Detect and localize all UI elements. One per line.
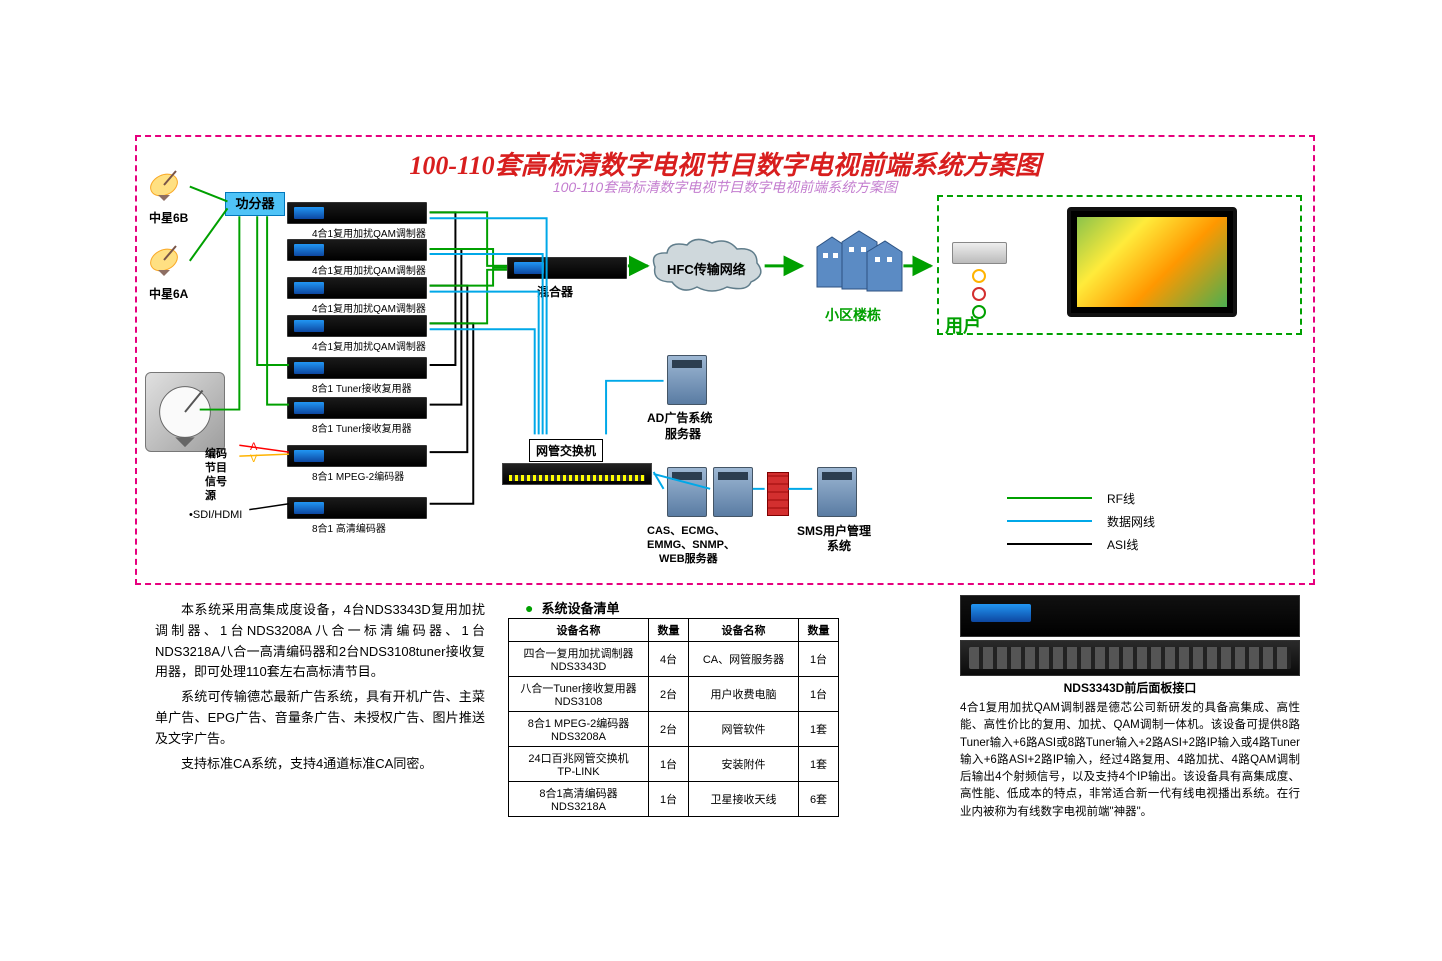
table-cell: 网管软件 bbox=[689, 712, 799, 747]
rack-qam2-label: 4合1复用加扰QAM调制器 bbox=[312, 262, 426, 277]
rack-mpeg2-label: 8合1 MPEG-2编码器 bbox=[312, 468, 404, 483]
legend-rf-line bbox=[1007, 497, 1092, 499]
legend-data-line bbox=[1007, 520, 1092, 522]
large-dish-icon bbox=[145, 372, 225, 452]
switch-icon bbox=[502, 463, 652, 485]
table-cell: 安装附件 bbox=[689, 747, 799, 782]
legend-data: 数据网线 bbox=[1107, 513, 1155, 530]
table-row: 八合一Tuner接收复用器 NDS31082台用户收费电脑1台 bbox=[509, 677, 839, 712]
table-row: 8合1高清编码器 NDS3218A1台卫星接收天线6套 bbox=[509, 782, 839, 817]
combiner-label: 混合器 bbox=[537, 283, 573, 300]
legend-asi: ASI线 bbox=[1107, 536, 1138, 553]
desc-p1: 本系统采用高集成度设备，4台NDS3343D复用加扰调制器、1台NDS3208A… bbox=[155, 600, 485, 683]
sub-title: 100-110套高标清数字电视节目数字电视前端系统方案图 bbox=[553, 177, 897, 197]
product-panel: NDS3343D前后面板接口 4合1复用加扰QAM调制器是德芯公司新研发的具备高… bbox=[960, 595, 1300, 821]
sms-l2: 系统 bbox=[827, 537, 851, 554]
table-cell: 1台 bbox=[799, 677, 839, 712]
table-cell: 八合一Tuner接收复用器 NDS3108 bbox=[509, 677, 649, 712]
rack-hd-label: 8合1 高清编码器 bbox=[312, 520, 386, 535]
rack-mpeg2 bbox=[287, 445, 427, 467]
cas-l3: WEB服务器 bbox=[659, 550, 718, 566]
table-cell: 1台 bbox=[649, 782, 689, 817]
firewall-icon bbox=[767, 472, 789, 516]
table-cell: 6套 bbox=[799, 782, 839, 817]
table-row: 8合1 MPEG-2编码器 NDS3208A2台网管软件1套 bbox=[509, 712, 839, 747]
enc-src-l4: 源 bbox=[205, 487, 216, 503]
product-desc: 4合1复用加扰QAM调制器是德芯公司新研发的具备高集成、高性能、高性价比的复用、… bbox=[960, 700, 1300, 821]
desc-p3: 支持标准CA系统，支持4通道标准CA同密。 bbox=[155, 754, 485, 775]
product-title: NDS3343D前后面板接口 bbox=[960, 679, 1300, 696]
av-a: A bbox=[250, 441, 257, 453]
table-cell: 24口百兆网管交换机 TP-LINK bbox=[509, 747, 649, 782]
product-front-img bbox=[960, 595, 1300, 637]
satellite-dish-icon bbox=[145, 167, 187, 203]
table-title: 系统设备清单 bbox=[525, 598, 619, 617]
cas-server-icon2 bbox=[713, 467, 753, 517]
rack-qam4-label: 4合1复用加扰QAM调制器 bbox=[312, 338, 426, 353]
switch-label: 网管交换机 bbox=[529, 439, 603, 462]
satellite-dish-icon bbox=[145, 242, 187, 278]
table-cell: 2台 bbox=[649, 677, 689, 712]
sms-server-icon bbox=[817, 467, 857, 517]
rack-tuner2-label: 8合1 Tuner接收复用器 bbox=[312, 420, 412, 435]
table-cell: 1台 bbox=[799, 642, 839, 677]
rack-tuner2 bbox=[287, 397, 427, 419]
table-cell: 8合1高清编码器 NDS3218A bbox=[509, 782, 649, 817]
table-cell: 2台 bbox=[649, 712, 689, 747]
table-cell: 用户收费电脑 bbox=[689, 677, 799, 712]
ad-l1: AD广告系统 bbox=[647, 409, 712, 426]
table-cell: 1套 bbox=[799, 712, 839, 747]
combiner-device bbox=[507, 257, 627, 279]
rack-qam4 bbox=[287, 315, 427, 337]
rack-qam3-label: 4合1复用加扰QAM调制器 bbox=[312, 300, 426, 315]
ad-server-icon bbox=[667, 355, 707, 405]
table-cell: 8合1 MPEG-2编码器 NDS3208A bbox=[509, 712, 649, 747]
equipment-table: 设备名称数量设备名称数量 四合一复用加扰调制器 NDS3343D4台CA、网管服… bbox=[508, 618, 839, 817]
rack-hd bbox=[287, 497, 427, 519]
user-label: 用户 bbox=[945, 312, 981, 338]
rack-qam1 bbox=[287, 202, 427, 224]
table-header: 设备名称 bbox=[689, 619, 799, 642]
table-cell: CA、网管服务器 bbox=[689, 642, 799, 677]
sat1-label: 中星6B bbox=[149, 209, 188, 226]
av-v: V bbox=[250, 453, 257, 465]
legend-rf: RF线 bbox=[1107, 490, 1135, 507]
rack-qam2 bbox=[287, 239, 427, 261]
table-cell: 四合一复用加扰调制器 NDS3343D bbox=[509, 642, 649, 677]
table-cell: 卫星接收天线 bbox=[689, 782, 799, 817]
table-header: 数量 bbox=[799, 619, 839, 642]
product-back-img bbox=[960, 640, 1300, 676]
table-cell: 1套 bbox=[799, 747, 839, 782]
rack-tuner1-label: 8合1 Tuner接收复用器 bbox=[312, 380, 412, 395]
rack-qam3 bbox=[287, 277, 427, 299]
description-block: 本系统采用高集成度设备，4台NDS3343D复用加扰调制器、1台NDS3208A… bbox=[155, 600, 485, 778]
tv-icon bbox=[1067, 207, 1237, 317]
hfc-label: HFC传输网络 bbox=[667, 259, 746, 278]
residential-label: 小区楼栋 bbox=[825, 305, 881, 325]
ad-l2: 服务器 bbox=[665, 425, 701, 442]
table-row: 24口百兆网管交换机 TP-LINK1台安装附件1套 bbox=[509, 747, 839, 782]
table-row: 四合一复用加扰调制器 NDS3343D4台CA、网管服务器1台 bbox=[509, 642, 839, 677]
table-header: 数量 bbox=[649, 619, 689, 642]
stb-icon bbox=[952, 242, 1007, 264]
table-cell: 4台 bbox=[649, 642, 689, 677]
table-cell: 1台 bbox=[649, 747, 689, 782]
ring-icon bbox=[972, 269, 986, 283]
enc-sdi: •SDI/HDMI bbox=[189, 509, 242, 521]
legend-asi-line bbox=[1007, 543, 1092, 545]
sat2-label: 中星6A bbox=[149, 285, 188, 302]
rack-tuner1 bbox=[287, 357, 427, 379]
rack-qam1-label: 4合1复用加扰QAM调制器 bbox=[312, 225, 426, 240]
cas-server-icon bbox=[667, 467, 707, 517]
desc-p2: 系统可传输德芯最新广告系统，具有开机广告、主菜单广告、EPG广告、音量条广告、未… bbox=[155, 687, 485, 749]
table-header: 设备名称 bbox=[509, 619, 649, 642]
splitter-node: 功分器 bbox=[225, 192, 285, 216]
buildings-icon bbox=[807, 217, 907, 297]
diagram-frame: 100-110套高标清数字电视节目数字电视前端系统方案图 100-110套高标清… bbox=[135, 135, 1315, 585]
ring-icon bbox=[972, 287, 986, 301]
